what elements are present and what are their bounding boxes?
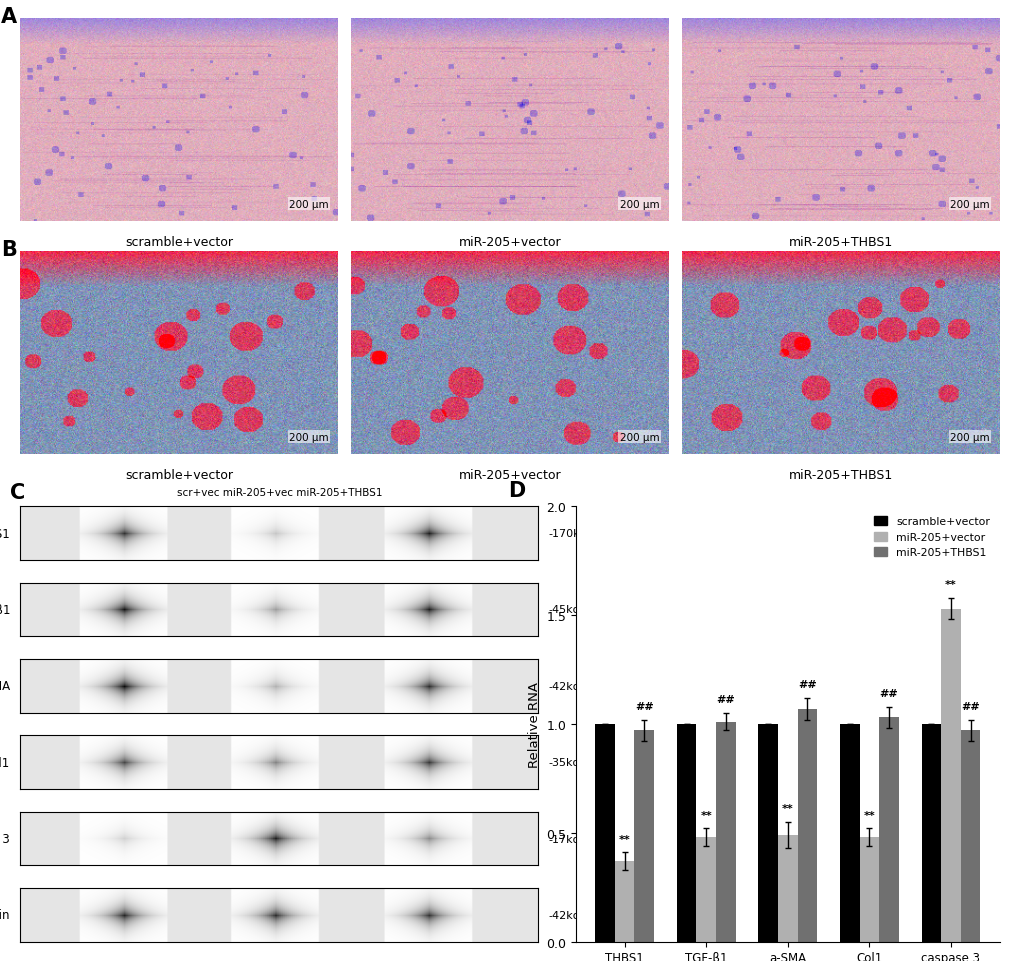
Text: 200 μm: 200 μm bbox=[288, 200, 328, 209]
Text: **: ** bbox=[700, 810, 711, 820]
Legend: scramble+vector, miR-205+vector, miR-205+THBS1: scramble+vector, miR-205+vector, miR-205… bbox=[869, 512, 994, 562]
Bar bbox=[797, 709, 816, 942]
Text: -42kd: -42kd bbox=[548, 681, 580, 691]
Text: scramble+vector: scramble+vector bbox=[125, 469, 233, 481]
Text: TGF-β1: TGF-β1 bbox=[0, 604, 10, 616]
Text: D: D bbox=[507, 480, 525, 501]
Text: B: B bbox=[1, 240, 17, 259]
Bar bbox=[960, 730, 979, 942]
Text: **: ** bbox=[782, 803, 793, 813]
Text: miR-205+vector: miR-205+vector bbox=[459, 235, 560, 249]
Text: -45kd: -45kd bbox=[548, 604, 580, 615]
Text: miR-205+THBS1: miR-205+THBS1 bbox=[788, 235, 892, 249]
Text: -35kd: -35kd bbox=[548, 757, 580, 767]
Bar bbox=[634, 730, 653, 942]
Text: THBS1: THBS1 bbox=[0, 527, 10, 540]
Text: 200 μm: 200 μm bbox=[950, 200, 989, 209]
Y-axis label: Relative RNA: Relative RNA bbox=[527, 681, 540, 767]
Text: **: ** bbox=[863, 810, 874, 820]
Text: miR-205+THBS1: miR-205+THBS1 bbox=[788, 469, 892, 481]
Text: **: ** bbox=[945, 579, 956, 589]
Bar bbox=[614, 861, 634, 942]
Text: 200 μm: 200 μm bbox=[620, 432, 658, 442]
Text: -42kd: -42kd bbox=[548, 910, 580, 920]
Bar bbox=[594, 725, 614, 942]
Bar bbox=[859, 837, 878, 942]
Text: -17kd: -17kd bbox=[548, 833, 580, 844]
Text: ##: ## bbox=[797, 679, 816, 689]
Text: **: ** bbox=[619, 834, 630, 844]
Text: 200 μm: 200 μm bbox=[288, 432, 328, 442]
Text: a-SMA: a-SMA bbox=[0, 679, 10, 693]
Text: -170kd: -170kd bbox=[548, 529, 587, 538]
Bar bbox=[696, 837, 715, 942]
Text: 200 μm: 200 μm bbox=[620, 200, 658, 209]
Text: 200 μm: 200 μm bbox=[950, 432, 989, 442]
Text: ##: ## bbox=[960, 702, 979, 711]
Bar bbox=[840, 725, 859, 942]
Bar bbox=[878, 718, 898, 942]
Bar bbox=[677, 725, 696, 942]
Text: Col1: Col1 bbox=[0, 756, 10, 769]
Bar bbox=[758, 725, 777, 942]
Text: Cleavage Caspase 3: Cleavage Caspase 3 bbox=[0, 832, 10, 845]
Text: ##: ## bbox=[634, 702, 653, 711]
Text: ##: ## bbox=[715, 695, 735, 704]
Bar bbox=[941, 609, 960, 942]
Text: scramble+vector: scramble+vector bbox=[125, 235, 233, 249]
Text: miR-205+vector: miR-205+vector bbox=[459, 469, 560, 481]
Text: β-Actin: β-Actin bbox=[0, 908, 10, 922]
Bar bbox=[777, 835, 797, 942]
Bar bbox=[921, 725, 941, 942]
Text: scr+vec miR-205+vec miR-205+THBS1: scr+vec miR-205+vec miR-205+THBS1 bbox=[176, 488, 382, 498]
Bar bbox=[715, 722, 735, 942]
Text: C: C bbox=[10, 482, 25, 503]
Text: ##: ## bbox=[878, 688, 898, 698]
Text: A: A bbox=[1, 7, 17, 27]
